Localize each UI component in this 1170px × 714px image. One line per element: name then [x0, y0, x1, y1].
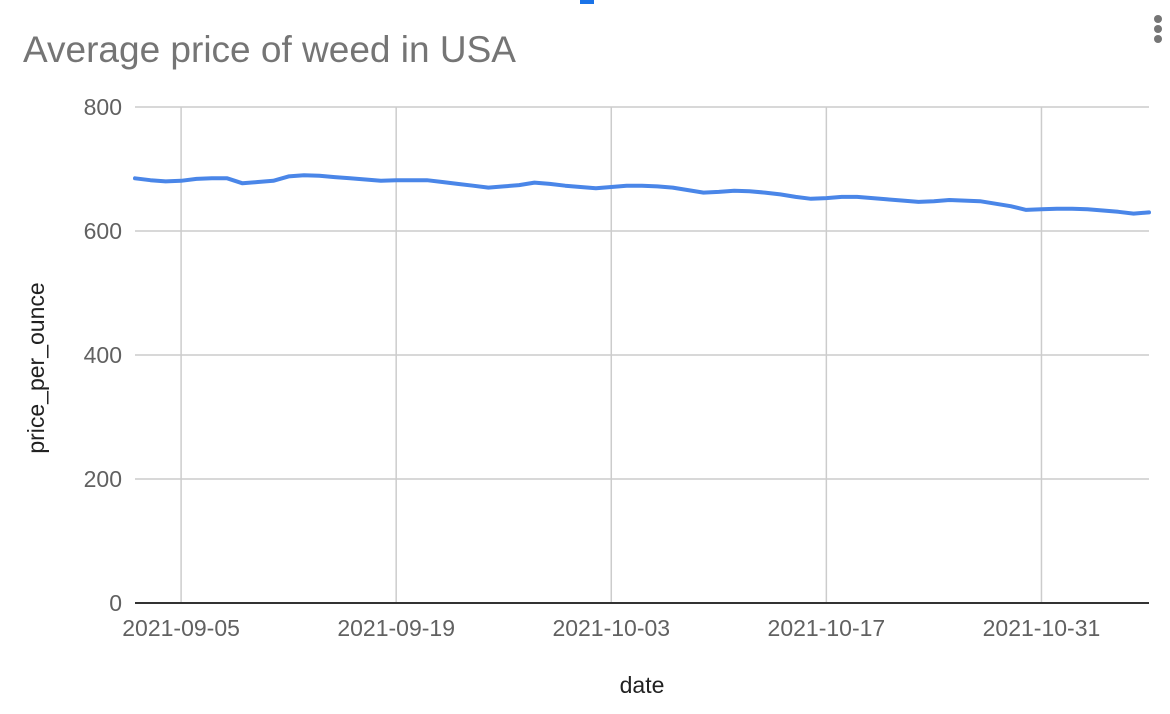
y-tick-label: 200 — [84, 466, 122, 492]
gridlines — [135, 106, 1149, 603]
more-options-menu[interactable] — [1154, 15, 1162, 43]
top-tab-indicator — [580, 0, 594, 4]
series-layer — [133, 173, 1151, 216]
y-tick-label: 0 — [109, 590, 122, 616]
x-tick-label: 2021-10-31 — [983, 615, 1101, 641]
x-tick-label: 2021-10-17 — [768, 615, 886, 641]
x-tick-label: 2021-10-03 — [552, 615, 670, 641]
y-tick-label: 400 — [84, 342, 122, 368]
y-axis-label: price_per_ounce — [23, 282, 49, 453]
tick-labels: 0 200 400 600 800 2021-09-05 2021-09-19 2021-10… — [84, 94, 1101, 641]
series-line — [133, 173, 1151, 216]
y-tick-label: 800 — [84, 94, 122, 120]
x-tick-label: 2021-09-19 — [337, 615, 455, 641]
y-tick-label: 600 — [84, 218, 122, 244]
x-tick-label: 2021-09-05 — [122, 615, 240, 641]
chart-title: Average price of weed in USA — [23, 29, 516, 70]
x-axis-label: date — [620, 672, 665, 698]
vertical-ellipsis-icon[interactable] — [1154, 15, 1162, 23]
